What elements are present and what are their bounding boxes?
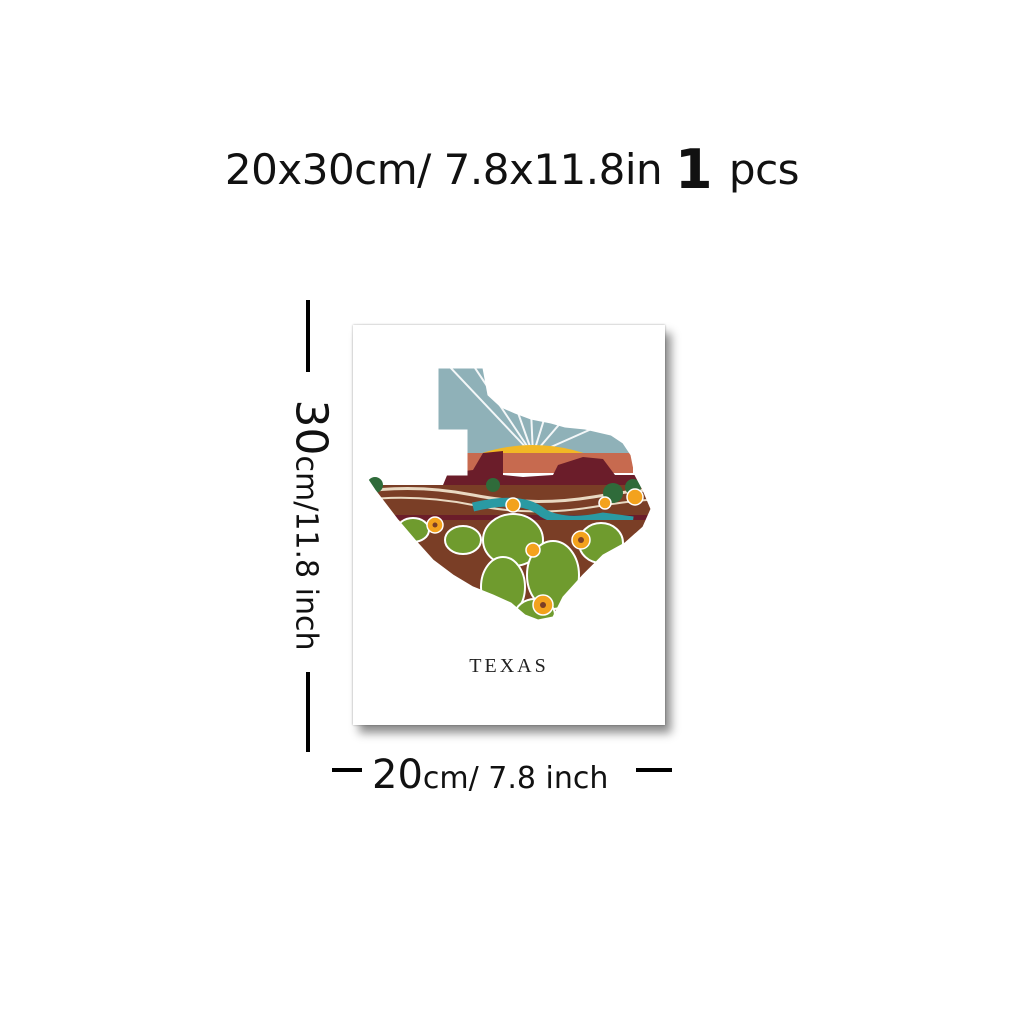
size-in: 7.8x11.8in: [430, 145, 663, 194]
river-shape: [471, 497, 634, 526]
width-number: 20: [372, 752, 423, 798]
width-label: 20cm/ 7.8 inch: [372, 752, 608, 798]
height-guide-top-line: [306, 300, 310, 372]
poster: TEXAS: [353, 325, 665, 725]
width-guide-right-line: [636, 768, 672, 772]
size-cm: 20x30cm/: [224, 145, 431, 194]
width-guide-left-line: [332, 768, 362, 772]
texas-map-illustration: [364, 367, 652, 621]
height-guide-bottom-line: [306, 672, 310, 752]
cactus-group: [396, 513, 624, 620]
width-unit: cm/ 7.8 inch: [422, 761, 609, 796]
poster-title: TEXAS: [469, 655, 549, 677]
height-label: 30cm/11.8 inch: [286, 399, 337, 651]
height-unit: cm/11.8 inch: [288, 455, 324, 651]
size-headline: 20x30cm/ 7.8x11.8in 1 pcs: [0, 138, 1024, 201]
piece-count: 1: [675, 138, 713, 201]
piece-unit: pcs: [716, 145, 800, 194]
height-number: 30: [285, 399, 337, 456]
